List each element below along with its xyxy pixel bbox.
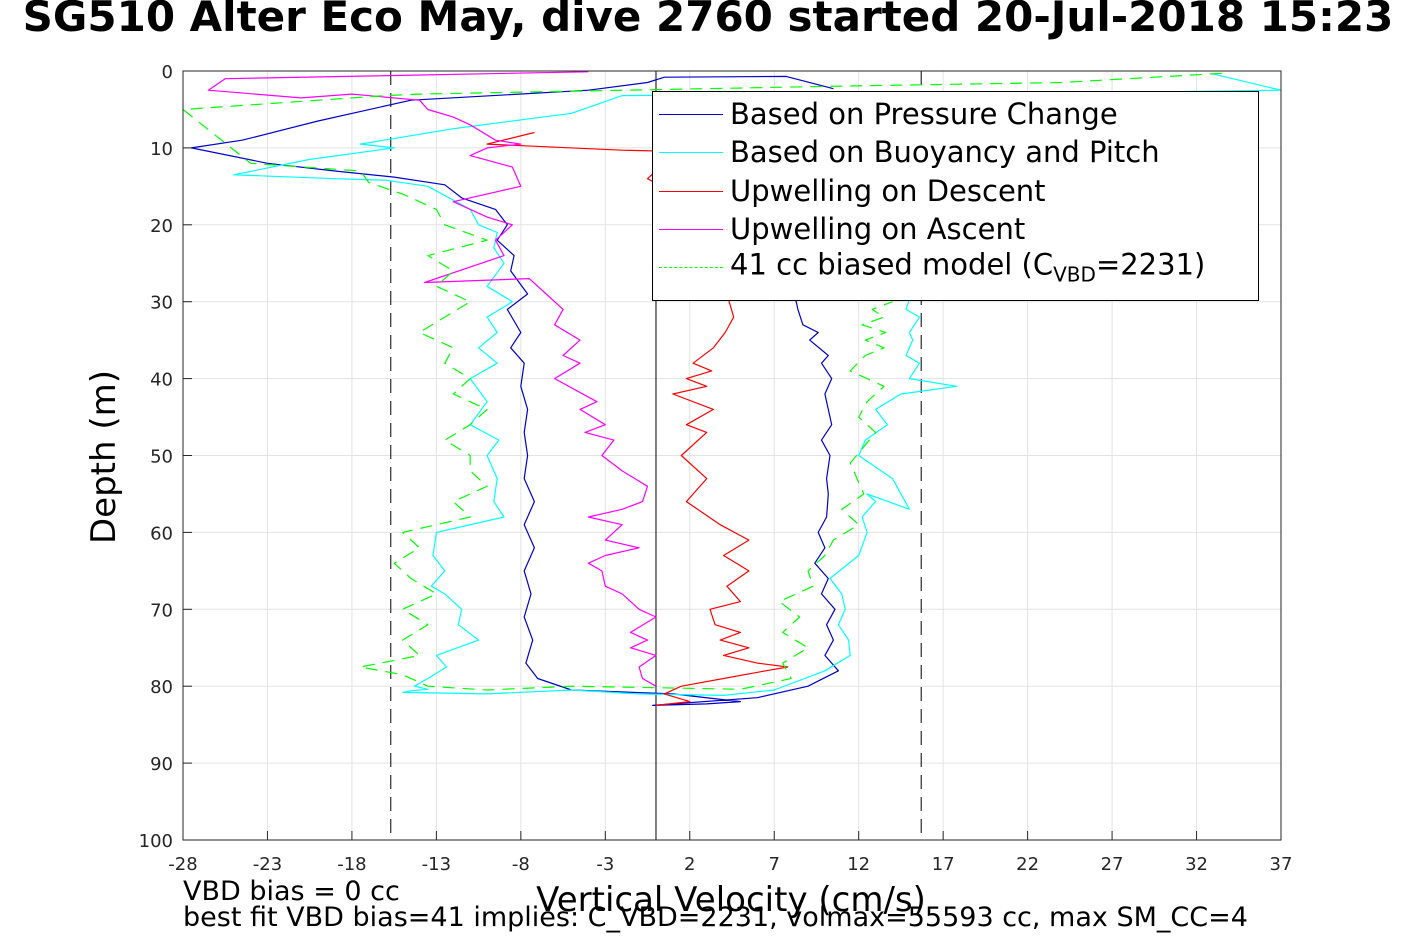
y-tick-label: 10 xyxy=(150,139,173,160)
legend-label: Based on Buoyancy and Pitch xyxy=(730,135,1160,170)
legend-label: Upwelling on Ascent xyxy=(730,211,1026,246)
legend-swatch xyxy=(659,114,723,115)
x-tick-label: 22 xyxy=(1016,854,1039,875)
y-tick-label: 20 xyxy=(150,216,173,237)
series-line-4 xyxy=(207,71,657,687)
y-axis-label: Depth (m) xyxy=(84,369,124,545)
legend-label: 41 cc biased model (CVBD=2231) xyxy=(730,247,1206,287)
legend-item: Based on Buoyancy and Pitch xyxy=(653,133,1258,171)
x-axis-label: Vertical Velocity (cm/s) xyxy=(536,880,926,920)
y-tick-label: 80 xyxy=(150,677,173,698)
footer-line-2: best fit VBD bias=41 implies: C_VBD=2231… xyxy=(183,902,1248,933)
legend-item: Upwelling on Descent xyxy=(653,172,1258,210)
axes xyxy=(182,70,1282,841)
y-tick-label: 0 xyxy=(162,62,173,83)
x-tick-label: 37 xyxy=(1270,854,1293,875)
x-tick-label: 2 xyxy=(684,854,695,875)
y-tick-label: 40 xyxy=(150,370,173,391)
x-tick-label: -8 xyxy=(512,854,530,875)
x-tick-label: -23 xyxy=(253,854,282,875)
legend-swatch xyxy=(659,228,723,230)
series-line-5 xyxy=(182,72,1222,691)
legend-item: 41 cc biased model (CVBD=2231) xyxy=(653,247,1258,287)
legend: Based on Pressure Change Based on Buoyanc… xyxy=(652,91,1259,301)
x-tick-label: -18 xyxy=(337,854,366,875)
legend-swatch xyxy=(659,190,723,192)
series-line-2 xyxy=(233,73,1282,697)
y-tick-label: 50 xyxy=(150,447,173,468)
tick-labels: -28 -23 -18 -13 -8 -3 2 7 12 17 22 27 32 370102030405… xyxy=(139,62,1293,875)
legend-item: Upwelling on Ascent xyxy=(653,210,1258,248)
y-tick-label: 30 xyxy=(150,293,173,314)
axes-box xyxy=(182,70,1282,841)
x-tick-label: 12 xyxy=(847,854,870,875)
series-line-1 xyxy=(190,75,840,707)
y-tick-label: 90 xyxy=(150,754,173,775)
legend-swatch xyxy=(659,267,723,269)
x-tick-label: -13 xyxy=(422,854,451,875)
y-tick-label: 60 xyxy=(150,523,173,544)
legend-item: Based on Pressure Change xyxy=(653,95,1258,133)
legend-label: Upwelling on Descent xyxy=(730,173,1046,208)
x-tick-label: 32 xyxy=(1185,854,1208,875)
x-tick-label: 27 xyxy=(1101,854,1124,875)
chart-title: SG510 Alter Eco May, dive 2760 started 2… xyxy=(22,0,1394,41)
x-tick-label: 7 xyxy=(769,854,780,875)
y-tick-label: 70 xyxy=(150,600,173,621)
x-tick-label: 17 xyxy=(932,854,955,875)
x-tick-label: -28 xyxy=(168,854,197,875)
legend-swatch xyxy=(659,152,723,154)
y-tick-label: 100 xyxy=(139,831,173,852)
footer-line-1: VBD bias = 0 cc xyxy=(183,876,400,907)
x-tick-label: -3 xyxy=(596,854,614,875)
legend-label: Based on Pressure Change xyxy=(730,97,1118,131)
